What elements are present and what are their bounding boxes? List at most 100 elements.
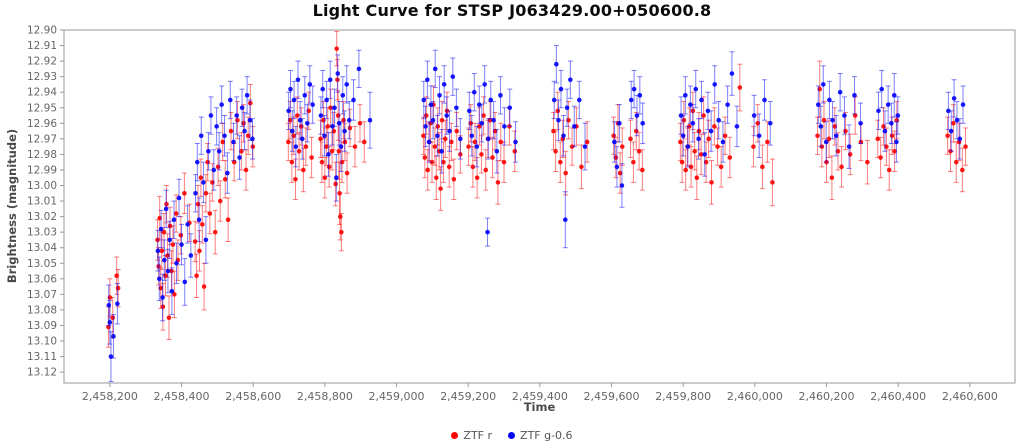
data-point — [222, 176, 228, 182]
data-point — [327, 77, 333, 83]
data-point — [212, 229, 218, 235]
data-point — [584, 139, 590, 145]
data-point — [693, 86, 699, 92]
data-point — [193, 190, 198, 196]
data-point — [619, 144, 625, 149]
data-point — [483, 167, 489, 173]
y-tick-label: 13.02 — [27, 211, 57, 223]
data-point — [286, 108, 291, 114]
data-point — [561, 133, 566, 139]
data-point — [815, 133, 820, 139]
data-point — [305, 121, 310, 126]
data-point — [957, 136, 963, 142]
data-point — [835, 148, 841, 154]
data-point — [110, 315, 116, 320]
data-point — [472, 139, 478, 145]
y-tick-label: 12.99 — [27, 164, 57, 176]
data-point — [299, 136, 305, 142]
data-point — [846, 144, 852, 149]
data-point — [702, 152, 707, 157]
data-point — [295, 77, 301, 83]
data-point — [357, 121, 363, 126]
data-point — [513, 139, 518, 145]
data-point — [298, 124, 304, 129]
data-point — [474, 144, 480, 149]
data-point — [155, 248, 161, 254]
data-point — [220, 139, 226, 145]
data-point — [334, 46, 339, 51]
data-point — [115, 301, 120, 306]
data-point — [842, 113, 847, 118]
data-point — [507, 105, 513, 111]
data-point — [206, 148, 211, 154]
data-point — [683, 167, 688, 173]
data-point — [352, 144, 358, 149]
data-point — [447, 128, 452, 134]
data-point — [708, 128, 714, 134]
y-tick-label: 13.05 — [27, 258, 57, 270]
data-point — [948, 128, 954, 134]
data-point — [470, 164, 476, 170]
x-tick-label: 2,460,400 — [870, 390, 926, 403]
data-point — [235, 117, 240, 123]
data-point — [335, 71, 341, 76]
data-point — [326, 152, 331, 157]
data-point — [294, 113, 300, 118]
y-tick-label: 13.04 — [27, 242, 57, 254]
data-point — [201, 180, 206, 185]
data-point — [829, 175, 835, 181]
data-point — [225, 217, 231, 223]
data-point — [756, 133, 762, 139]
data-point — [335, 113, 341, 118]
data-point — [501, 159, 507, 165]
data-point — [466, 144, 471, 149]
data-point — [342, 128, 347, 134]
data-point — [481, 113, 486, 118]
data-point — [231, 139, 236, 145]
data-point — [820, 82, 826, 87]
data-point — [818, 124, 824, 129]
data-point — [951, 121, 956, 126]
data-point — [182, 190, 187, 196]
data-point — [563, 170, 568, 176]
data-point — [303, 144, 309, 149]
data-point — [553, 148, 558, 154]
data-point — [454, 128, 460, 134]
data-point — [169, 288, 175, 294]
data-point — [498, 93, 503, 98]
series-ztf-r — [105, 31, 969, 348]
data-point — [167, 237, 173, 243]
data-point — [729, 71, 735, 76]
y-tick-label: 13.09 — [27, 320, 57, 332]
data-point — [286, 139, 291, 145]
ztf-r-dot-icon — [451, 432, 459, 439]
data-point — [614, 164, 620, 170]
data-point — [309, 155, 314, 160]
data-point — [208, 113, 214, 118]
data-point — [839, 164, 844, 170]
data-point — [951, 96, 957, 101]
data-point — [823, 139, 829, 145]
data-point — [288, 86, 293, 92]
data-point — [734, 124, 740, 129]
y-tick-label: 13.06 — [27, 273, 57, 285]
data-point — [356, 66, 362, 72]
data-point — [201, 284, 207, 289]
data-point — [171, 217, 177, 223]
data-point — [882, 128, 888, 134]
data-point — [111, 334, 116, 339]
data-point — [696, 136, 701, 142]
data-point — [879, 86, 885, 92]
y-tick-label: 13.07 — [27, 289, 57, 301]
data-point — [429, 159, 435, 165]
data-point — [720, 139, 726, 145]
data-point — [325, 124, 331, 129]
data-point — [466, 108, 472, 114]
data-point — [852, 93, 857, 98]
data-point — [219, 102, 224, 107]
data-point — [878, 155, 883, 160]
data-point — [326, 164, 332, 170]
data-point — [479, 152, 484, 157]
data-point — [477, 124, 482, 129]
data-point — [582, 144, 588, 149]
